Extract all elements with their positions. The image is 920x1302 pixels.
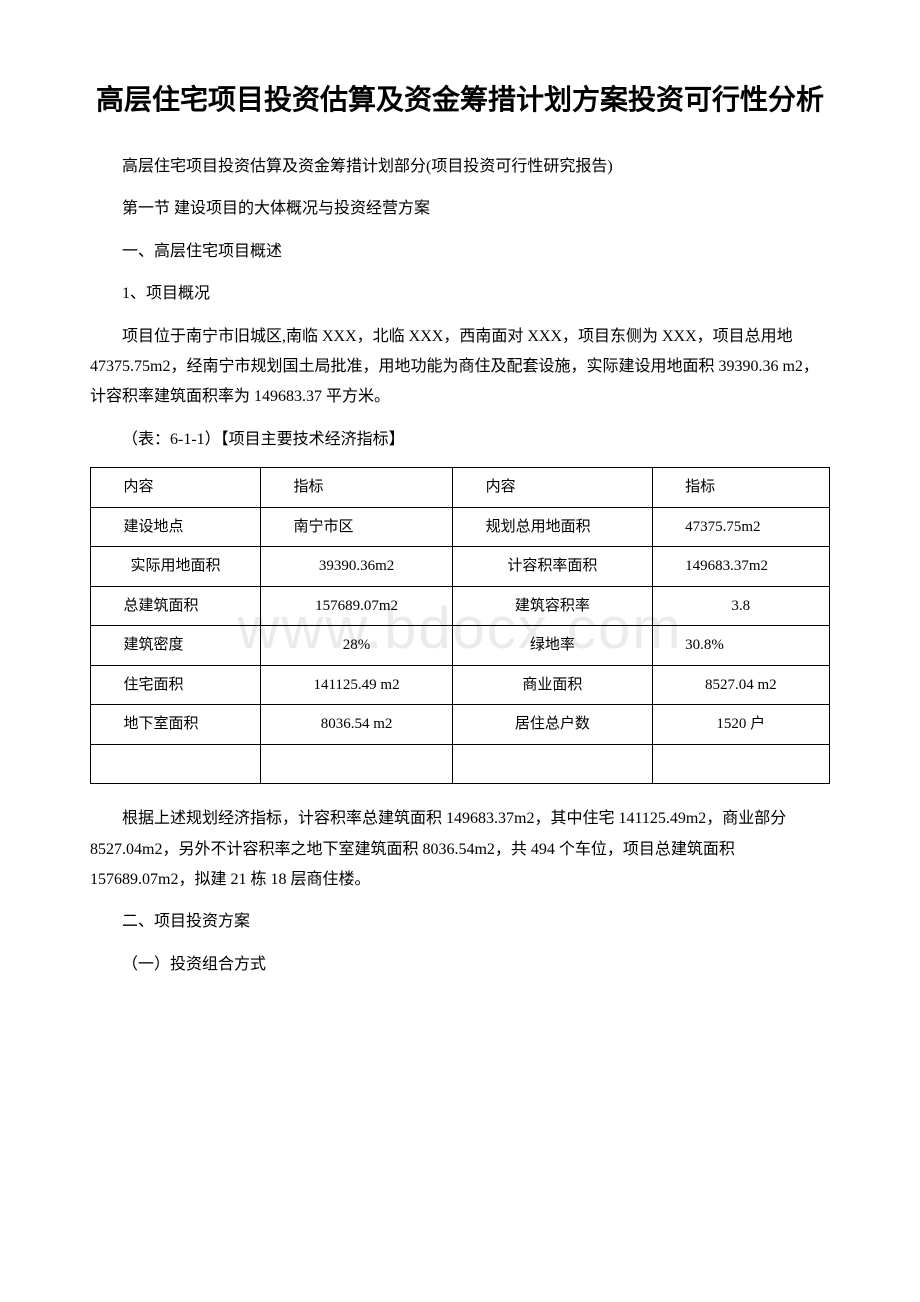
- table-cell: 141125.49 m2: [260, 665, 452, 705]
- table-cell: [453, 744, 653, 784]
- table-cell: 计容积率面积: [453, 547, 653, 587]
- table-cell: 47375.75m2: [652, 507, 829, 547]
- table-row: 地下室面积 8036.54 m2 居住总户数 1520 户: [91, 705, 830, 745]
- point1-heading: 一、高层住宅项目概述: [90, 237, 830, 267]
- table-cell: 建筑容积率: [453, 586, 653, 626]
- indicators-table: 内容 指标 内容 指标 建设地点 南宁市区 规划总用地面积 47375.75m2…: [90, 467, 830, 784]
- table-cell: [260, 744, 452, 784]
- table-cell: 157689.07m2: [260, 586, 452, 626]
- point2-heading: 二、项目投资方案: [90, 907, 830, 937]
- table-cell: 绿地率: [453, 626, 653, 666]
- table-cell: 住宅面积: [91, 665, 261, 705]
- point1-1-text: 项目位于南宁市旧城区,南临 XXX，北临 XXX，西南面对 XXX，项目东侧为 …: [90, 322, 830, 413]
- table-cell: 指标: [652, 468, 829, 508]
- point2-1-heading: （一）投资组合方式: [90, 950, 830, 980]
- table-cell: 8527.04 m2: [652, 665, 829, 705]
- point1-1-heading: 1、项目概况: [90, 279, 830, 309]
- table-cell: 南宁市区: [260, 507, 452, 547]
- table-cell: 建设地点: [91, 507, 261, 547]
- table-cell: 地下室面积: [91, 705, 261, 745]
- table-cell: 居住总户数: [453, 705, 653, 745]
- table-cell: 规划总用地面积: [453, 507, 653, 547]
- table-cell: 28%: [260, 626, 452, 666]
- table-cell: 30.8%: [652, 626, 829, 666]
- table-row: 实际用地面积 39390.36m2 计容积率面积 149683.37m2: [91, 547, 830, 587]
- table-row: 住宅面积 141125.49 m2 商业面积 8527.04 m2: [91, 665, 830, 705]
- table-cell: 内容: [453, 468, 653, 508]
- table-row: 建筑密度 28% 绿地率 30.8%: [91, 626, 830, 666]
- table-cell: 商业面积: [453, 665, 653, 705]
- table-cell: 指标: [260, 468, 452, 508]
- section1-heading: 第一节 建设项目的大体概况与投资经营方案: [90, 194, 830, 224]
- table-row: 内容 指标 内容 指标: [91, 468, 830, 508]
- table-row: 建设地点 南宁市区 规划总用地面积 47375.75m2: [91, 507, 830, 547]
- table-cell: [91, 744, 261, 784]
- summary-paragraph: 根据上述规划经济指标，计容积率总建筑面积 149683.37m2，其中住宅 14…: [90, 804, 830, 895]
- table-row: [91, 744, 830, 784]
- table-cell: 3.8: [652, 586, 829, 626]
- intro-paragraph: 高层住宅项目投资估算及资金筹措计划部分(项目投资可行性研究报告): [90, 152, 830, 182]
- table-row: 总建筑面积 157689.07m2 建筑容积率 3.8: [91, 586, 830, 626]
- table-cell: 实际用地面积: [91, 547, 261, 587]
- table-caption: （表：6-1-1）【项目主要技术经济指标】: [90, 425, 830, 455]
- table-cell: 内容: [91, 468, 261, 508]
- table-cell: 1520 户: [652, 705, 829, 745]
- table-cell: 149683.37m2: [652, 547, 829, 587]
- table-cell: 总建筑面积: [91, 586, 261, 626]
- table-cell: 8036.54 m2: [260, 705, 452, 745]
- table-cell: 39390.36m2: [260, 547, 452, 587]
- table-cell: [652, 744, 829, 784]
- table-cell: 建筑密度: [91, 626, 261, 666]
- indicators-table-wrapper: 内容 指标 内容 指标 建设地点 南宁市区 规划总用地面积 47375.75m2…: [90, 467, 830, 784]
- document-title: 高层住宅项目投资估算及资金筹措计划方案投资可行性分析: [90, 80, 830, 122]
